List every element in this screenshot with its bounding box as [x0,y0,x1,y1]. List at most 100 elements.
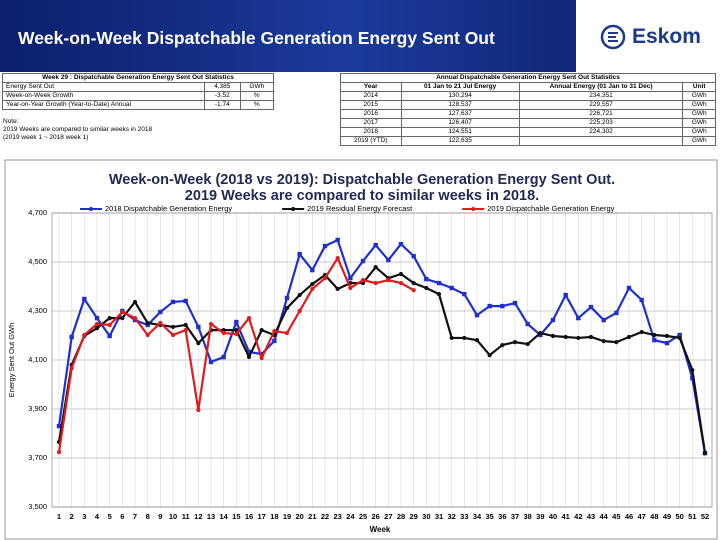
table-cell-empty [518,136,684,146]
point [335,237,340,243]
point [474,338,480,343]
point [107,316,112,321]
point [120,316,125,321]
y-tick-label: 3,900 [28,404,47,413]
point [677,332,682,338]
x-tick-label: 4 [95,512,100,521]
point [386,257,391,263]
x-tick-label: 2 [70,512,74,521]
x-tick-label: 14 [219,512,228,521]
point [652,332,657,338]
point [386,278,391,283]
point [221,330,226,336]
point [563,292,568,298]
point [170,332,176,338]
point [500,342,505,348]
series-line [57,238,707,454]
x-tick-label: 40 [549,512,557,521]
point [246,354,252,360]
note-line: 2019 Weeks are compared to similar weeks… [3,126,153,133]
point [398,280,404,286]
point [411,280,416,286]
legend-marker [291,207,296,211]
point [576,335,581,341]
point [398,241,404,247]
notes: Note: 2019 Weeks are compared to similar … [3,118,152,142]
point [221,354,226,360]
point [487,303,492,309]
point [158,309,163,315]
x-axis-label: Week [370,525,391,534]
x-tick-label: 15 [232,512,240,521]
point [208,321,214,327]
y-axis-label: Energy Sent Out GWh [7,323,16,398]
point [702,451,708,456]
table-cell: % [239,100,275,110]
point [462,291,467,297]
point [462,335,467,341]
y-tick-label: 3,500 [28,502,47,511]
point [297,251,302,257]
x-tick-label: 1 [57,512,61,521]
point [601,317,606,323]
point [626,285,632,291]
point [310,267,315,273]
x-tick-label: 8 [146,512,150,521]
point [82,296,87,302]
point [69,334,74,340]
x-tick-label: 38 [523,512,531,521]
point [196,340,201,346]
point [512,340,518,345]
x-tick-label: 28 [397,512,405,521]
legend-marker [471,207,476,211]
point [424,276,429,282]
point [322,243,328,249]
note-line: (2019 week 1 ~ 2018 week 1) [3,134,89,141]
header-title: Week-on-Week Dispatchable Generation Ene… [18,28,495,48]
y-tick-label: 4,300 [28,306,47,315]
x-tick-label: 37 [511,512,519,521]
legend-label: 2019 Residual Energy Forecast [307,204,413,213]
point [424,285,429,291]
x-tick-label: 47 [637,512,645,521]
x-tick-label: 26 [371,512,379,521]
x-tick-label: 12 [194,512,202,521]
x-tick-label: 29 [409,512,417,521]
x-tick-label: 7 [133,512,137,521]
point [246,349,252,355]
point [348,275,353,281]
x-tick-label: 48 [650,512,658,521]
y-tick-label: 3,700 [28,453,47,462]
point [614,310,619,316]
week-table: Week 29 : Dispatchable Generation Energy… [2,73,275,110]
point [234,331,239,337]
point [259,328,264,333]
point [550,317,556,323]
point [297,292,302,298]
point [411,253,416,259]
point [107,322,112,328]
point [449,285,454,291]
x-tick-label: 35 [485,512,493,521]
point [474,312,480,318]
point [690,375,695,381]
point [208,359,214,365]
x-tick-label: 13 [207,512,215,521]
table-cell: GWh [682,136,716,146]
x-tick-label: 31 [435,512,443,521]
point [690,367,695,373]
point [82,332,87,338]
x-tick-label: 9 [158,512,162,521]
x-tick-label: 36 [498,512,506,521]
point [449,335,454,341]
point [614,340,619,345]
x-tick-label: 33 [460,512,468,521]
point [348,285,353,291]
logo-icon [600,24,626,50]
x-tick-label: 32 [447,512,455,521]
point [145,332,150,338]
x-tick-label: 5 [108,512,112,521]
x-tick-label: 27 [384,512,392,521]
